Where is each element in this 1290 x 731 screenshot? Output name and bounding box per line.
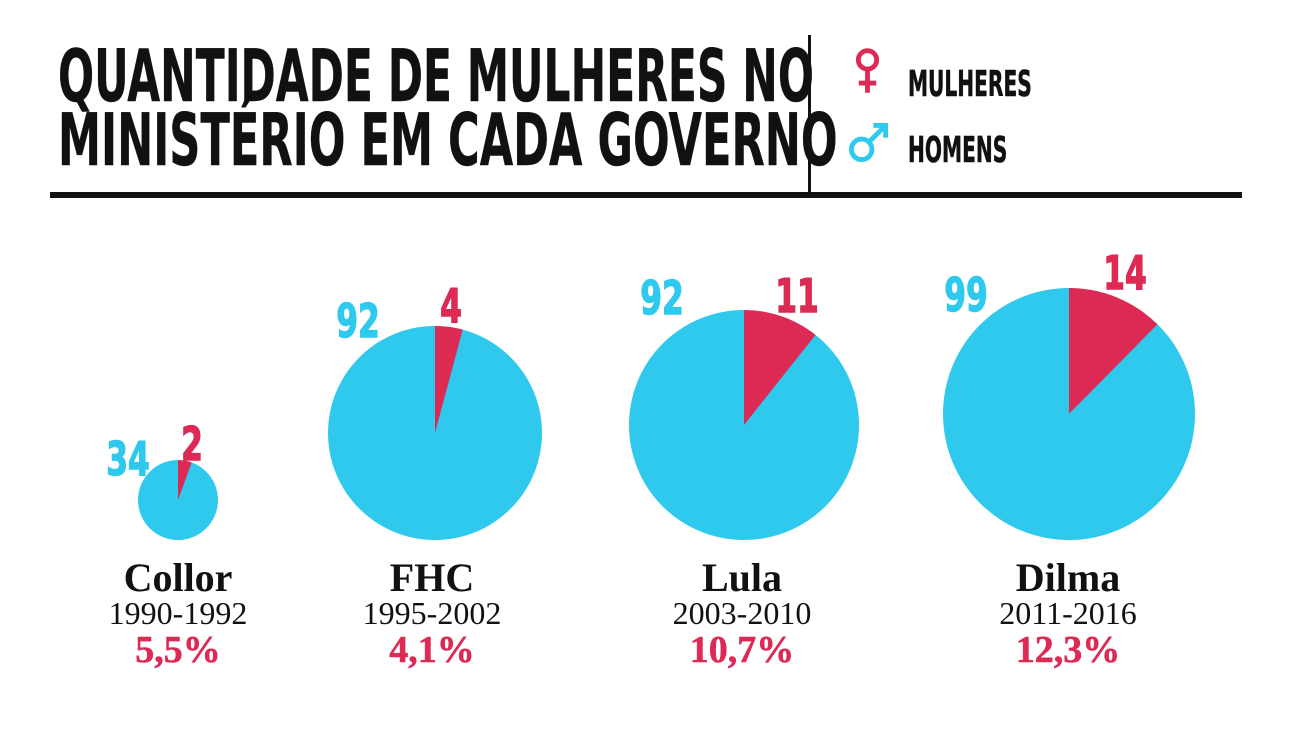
- pie-collor: [137, 459, 219, 540]
- gov-name: Dilma: [1015, 555, 1121, 600]
- gov-name: Lula: [701, 555, 783, 600]
- pie-dilma: [943, 288, 1195, 540]
- column-fhc: FHC 1995-2002 4,1%: [282, 558, 582, 683]
- gov-women-percent: 12,3%: [1015, 629, 1121, 671]
- female-sign-icon: [853, 48, 882, 99]
- pie-lula: [629, 310, 859, 540]
- women-count-dilma: 14: [1103, 246, 1147, 300]
- gov-name: Collor: [123, 555, 233, 600]
- pie-fhc: [327, 325, 543, 540]
- page-title-line-2: MINISTÉRIO EM CADA GOVERNO: [58, 98, 838, 182]
- page-title-line-1: QUANTIDADE DE MULHERES NO: [58, 34, 814, 118]
- men-count-fhc: 92: [336, 294, 380, 348]
- women-count-fhc: 4: [440, 279, 463, 333]
- header-horizontal-rule: [50, 192, 1242, 198]
- men-count-dilma: 99: [944, 268, 988, 322]
- header-vertical-divider: [808, 35, 811, 193]
- women-count-collor: 2: [181, 417, 204, 471]
- legend-label-homens: HOMENS: [908, 130, 1008, 171]
- legend-label-mulheres: MULHERES: [908, 64, 1032, 105]
- gov-women-percent: 4,1%: [389, 629, 475, 671]
- gov-period: 2011-2016: [999, 595, 1137, 631]
- gov-period: 2003-2010: [672, 595, 812, 631]
- women-count-lula: 11: [775, 269, 819, 323]
- male-sign-icon: [847, 122, 889, 168]
- column-dilma: Dilma 2011-2016 12,3%: [918, 558, 1218, 683]
- column-collor: Collor 1990-1992 5,5%: [28, 558, 328, 683]
- men-count-collor: 34: [106, 432, 150, 486]
- men-count-lula: 92: [640, 271, 684, 325]
- gov-period: 1990-1992: [108, 595, 248, 631]
- column-lula: Lula 2003-2010 10,7%: [592, 558, 892, 683]
- gov-period: 1995-2002: [362, 595, 502, 631]
- gov-women-percent: 5,5%: [135, 629, 221, 671]
- gov-name: FHC: [389, 555, 475, 600]
- gov-women-percent: 10,7%: [689, 629, 795, 671]
